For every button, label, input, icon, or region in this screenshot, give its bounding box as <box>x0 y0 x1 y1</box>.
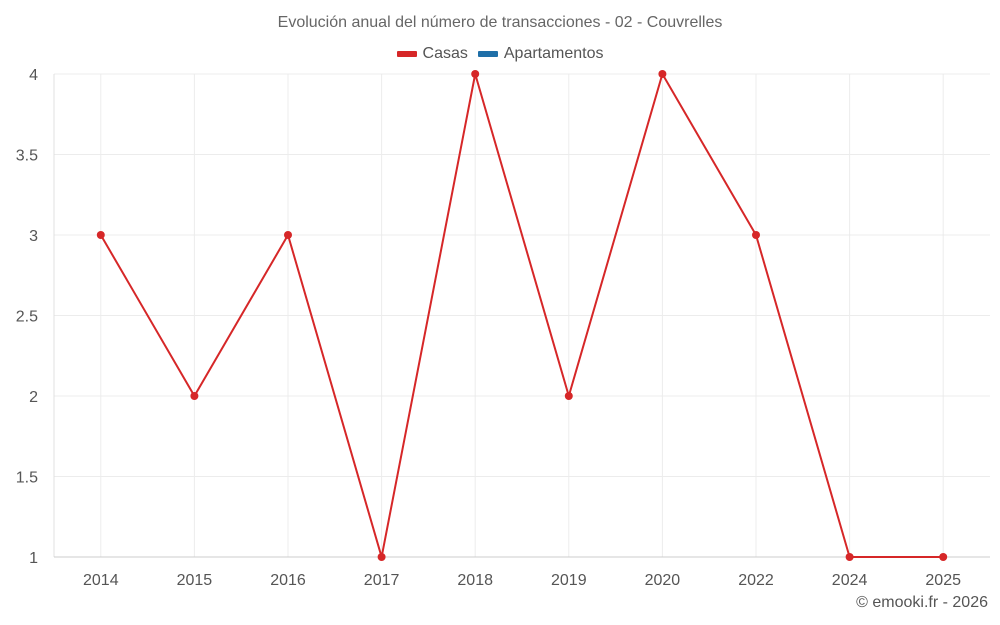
legend: Casas Apartamentos <box>0 45 1000 63</box>
chart-title: Evolución anual del número de transaccio… <box>277 14 723 31</box>
x-tick-label: 2014 <box>83 572 119 589</box>
data-point-casas-2020 <box>658 70 667 78</box>
axis-layer: 1 1.5 2 2.5 3 3.5 4 2014 2015 2016 2017 2018 2019 202… <box>16 67 990 589</box>
data-point-casas-2015 <box>190 392 199 400</box>
x-tick-label: 2017 <box>364 572 400 589</box>
data-point-casas-2014 <box>96 231 105 239</box>
x-tick-label: 2024 <box>832 572 868 589</box>
x-tick-label: 2015 <box>177 572 213 589</box>
y-tick-label: 2.5 <box>16 309 38 326</box>
data-point-casas-2017 <box>377 553 386 561</box>
legend-item-apartamentos[interactable]: Apartamentos <box>477 45 604 63</box>
x-tick-label: 2016 <box>270 572 306 589</box>
legend-label-casas: Casas <box>422 45 468 62</box>
y-tick-label: 3.5 <box>16 148 38 165</box>
y-tick-label: 1 <box>29 550 38 567</box>
legend-swatch-apartamentos <box>477 51 498 57</box>
data-point-casas-2018 <box>471 70 480 78</box>
x-tick-label: 2019 <box>551 572 587 589</box>
series-line-casas <box>99 73 944 558</box>
data-point-casas-2022 <box>752 231 760 239</box>
series-layer <box>96 70 948 561</box>
legend-item-casas[interactable]: Casas <box>396 45 468 63</box>
data-point-casas-2024 <box>845 553 854 561</box>
x-tick-label: 2025 <box>925 572 961 589</box>
legend-label-apartamentos: Apartamentos <box>503 45 604 62</box>
y-tick-label: 2 <box>29 389 38 406</box>
y-tick-label: 1.5 <box>16 470 38 487</box>
data-point-casas-2019 <box>564 392 573 400</box>
grid-layer <box>54 73 990 558</box>
x-tick-label: 2020 <box>645 572 681 589</box>
credit-text: © emooki.fr - 2026 <box>856 594 988 611</box>
x-tick-label: 2022 <box>738 572 774 589</box>
y-tick-label: 3 <box>29 228 38 245</box>
data-point-casas-2025 <box>939 553 948 561</box>
y-tick-label: 4 <box>29 67 38 84</box>
data-point-casas-2016 <box>284 231 292 239</box>
legend-swatch-casas <box>396 51 417 57</box>
x-tick-label: 2018 <box>457 572 493 589</box>
